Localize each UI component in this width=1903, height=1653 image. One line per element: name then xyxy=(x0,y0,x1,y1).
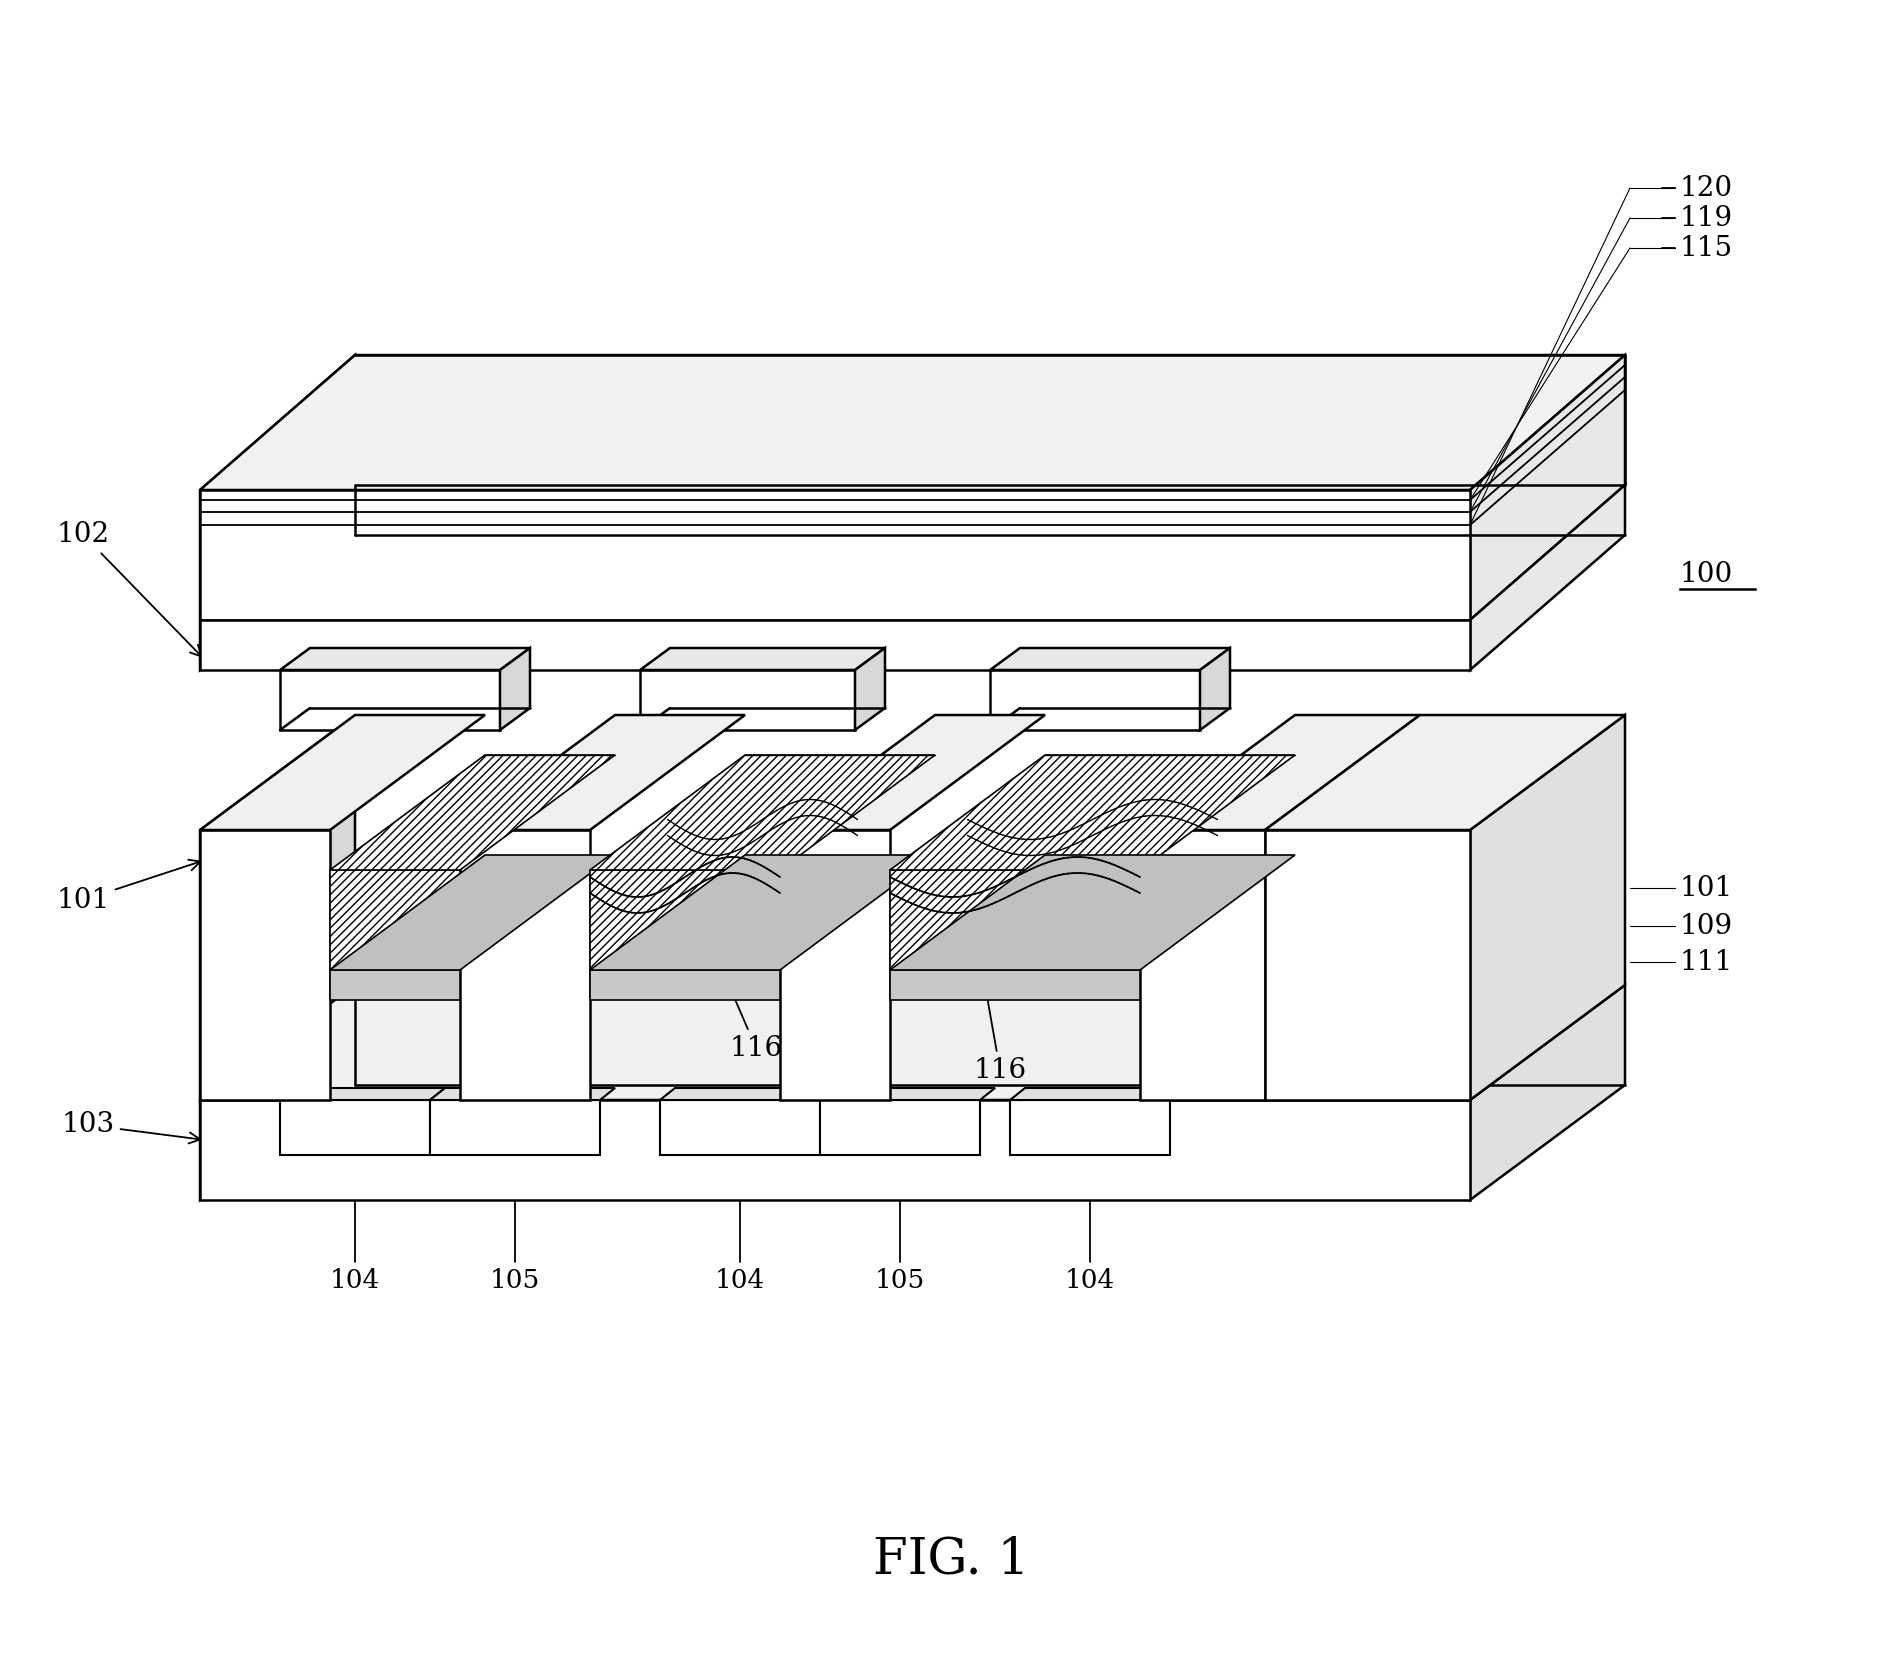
Polygon shape xyxy=(280,1088,445,1099)
Text: 104: 104 xyxy=(329,1109,381,1293)
Polygon shape xyxy=(590,869,780,970)
Polygon shape xyxy=(1469,716,1625,1099)
Polygon shape xyxy=(200,716,485,830)
Polygon shape xyxy=(891,869,1140,970)
Polygon shape xyxy=(1140,716,1420,830)
Polygon shape xyxy=(990,648,1229,669)
Polygon shape xyxy=(329,970,461,1000)
Polygon shape xyxy=(639,648,885,669)
Polygon shape xyxy=(1265,830,1469,1099)
Polygon shape xyxy=(461,716,744,830)
Polygon shape xyxy=(780,830,891,1099)
Polygon shape xyxy=(329,855,615,970)
Text: 109: 109 xyxy=(1680,912,1734,939)
Text: 105: 105 xyxy=(875,1109,925,1293)
Polygon shape xyxy=(854,648,885,731)
Polygon shape xyxy=(639,669,854,731)
Polygon shape xyxy=(200,355,1625,489)
Polygon shape xyxy=(990,669,1201,731)
Text: 115: 115 xyxy=(1680,235,1734,261)
Polygon shape xyxy=(329,869,461,970)
Polygon shape xyxy=(1140,830,1265,1099)
Text: 104: 104 xyxy=(1066,1109,1115,1293)
Text: 119: 119 xyxy=(1680,205,1734,231)
Polygon shape xyxy=(200,985,356,1200)
Text: FIG. 1: FIG. 1 xyxy=(873,1536,1030,1585)
Text: 101: 101 xyxy=(57,860,200,914)
Polygon shape xyxy=(820,1099,980,1155)
Polygon shape xyxy=(461,830,590,1099)
Text: 105: 105 xyxy=(489,1109,540,1293)
Polygon shape xyxy=(1469,484,1625,669)
Polygon shape xyxy=(1201,648,1229,731)
Polygon shape xyxy=(200,985,1625,1099)
Text: 100: 100 xyxy=(1680,562,1734,588)
Polygon shape xyxy=(200,620,1469,669)
Polygon shape xyxy=(200,489,1469,620)
Text: 104: 104 xyxy=(716,1109,765,1293)
Polygon shape xyxy=(430,1099,599,1155)
Polygon shape xyxy=(200,1099,1469,1200)
Polygon shape xyxy=(891,855,1296,970)
Polygon shape xyxy=(891,755,1296,869)
Polygon shape xyxy=(780,716,1045,830)
Polygon shape xyxy=(660,1099,820,1155)
Polygon shape xyxy=(1010,1088,1186,1099)
Text: 116: 116 xyxy=(967,904,1026,1083)
Polygon shape xyxy=(280,669,500,731)
Text: 116: 116 xyxy=(691,899,782,1061)
Text: 102: 102 xyxy=(57,521,202,656)
Polygon shape xyxy=(590,970,780,1000)
Polygon shape xyxy=(590,855,934,970)
Polygon shape xyxy=(1469,985,1625,1200)
Polygon shape xyxy=(891,970,1140,1000)
Polygon shape xyxy=(1469,355,1625,620)
Polygon shape xyxy=(1265,716,1625,830)
Text: 103: 103 xyxy=(63,1111,200,1144)
Text: 120: 120 xyxy=(1680,175,1734,202)
Polygon shape xyxy=(280,648,531,669)
Polygon shape xyxy=(280,1099,430,1155)
Text: 101: 101 xyxy=(1680,874,1734,901)
Polygon shape xyxy=(590,755,934,869)
Text: 111: 111 xyxy=(1680,949,1734,975)
Text: 114: 114 xyxy=(784,686,837,731)
Polygon shape xyxy=(1010,1099,1170,1155)
Polygon shape xyxy=(430,1088,615,1099)
Polygon shape xyxy=(200,716,356,1099)
Polygon shape xyxy=(200,355,356,669)
Polygon shape xyxy=(200,830,329,1099)
Polygon shape xyxy=(820,1088,995,1099)
Polygon shape xyxy=(500,648,531,731)
Polygon shape xyxy=(660,1088,835,1099)
Polygon shape xyxy=(329,755,615,869)
